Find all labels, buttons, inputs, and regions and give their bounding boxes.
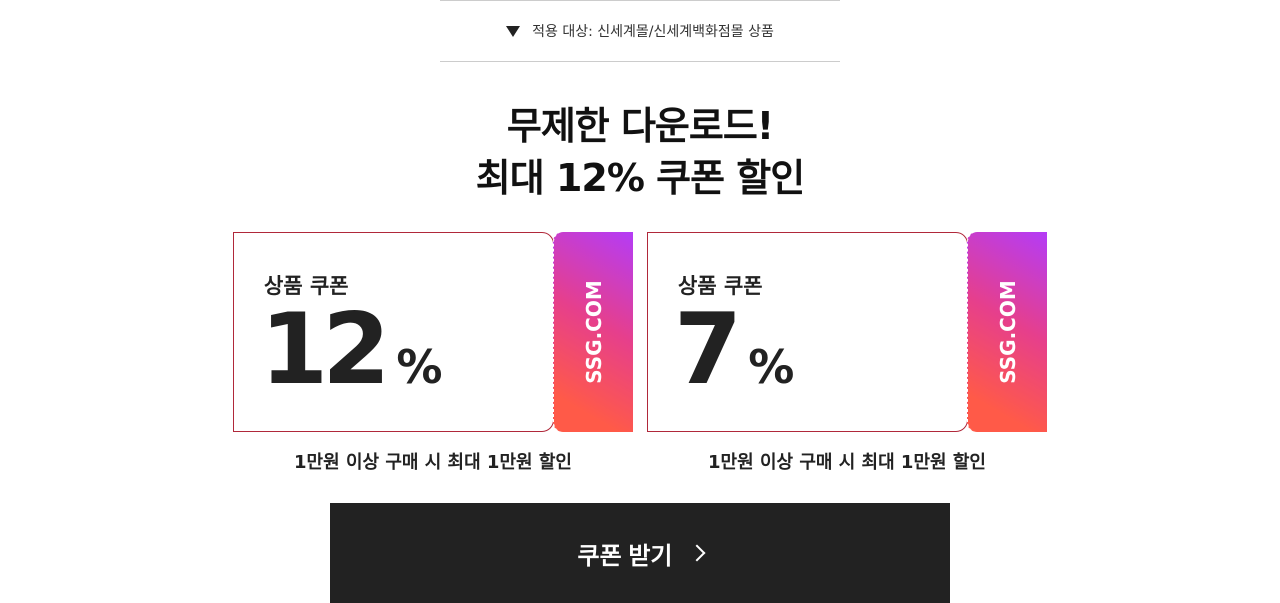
coupon-body: 상품 쿠폰 12% — [233, 232, 554, 432]
triangle-down-icon — [506, 25, 521, 37]
coupon-card[interactable]: 상품 쿠폰 7% SSG.COM — [647, 232, 1047, 432]
coupon-value-unit: % — [748, 340, 795, 394]
brand-logo: SSG.COM — [995, 280, 1020, 384]
coupon-condition: 1만원 이상 구매 시 최대 1만원 할인 — [708, 452, 986, 473]
brand-logo: SSG.COM — [581, 280, 606, 384]
coupon-value-unit: % — [396, 340, 443, 394]
coupon-stub: SSG.COM — [967, 232, 1047, 432]
chevron-right-icon — [688, 544, 705, 562]
coupon-value-number: 7 — [674, 293, 742, 407]
get-coupon-label: 쿠폰 받기 — [577, 542, 673, 570]
applicable-scope-toggle[interactable]: 적용 대상: 신세계몰/신세계백화점몰 상품 — [440, 0, 840, 62]
coupon-body: 상품 쿠폰 7% — [647, 232, 968, 432]
scope-label: 적용 대상: 신세계몰/신세계백화점몰 상품 — [532, 24, 774, 40]
page-headline: 무제한 다운로드! 최대 12% 쿠폰 할인 — [0, 100, 1280, 204]
coupon-condition: 1만원 이상 구매 시 최대 1만원 할인 — [294, 452, 572, 473]
get-coupon-button[interactable]: 쿠폰 받기 — [330, 503, 950, 603]
coupon-title: 상품 쿠폰 — [678, 274, 763, 298]
coupon-value: 7% — [674, 295, 794, 422]
coupon-card[interactable]: 상품 쿠폰 12% SSG.COM — [233, 232, 633, 432]
coupon-title: 상품 쿠폰 — [264, 274, 349, 298]
coupon-value: 12% — [260, 295, 442, 422]
headline-line2: 최대 12% 쿠폰 할인 — [475, 156, 805, 200]
coupon-stub: SSG.COM — [553, 232, 633, 432]
headline-line1: 무제한 다운로드! — [506, 104, 774, 148]
coupon-value-number: 12 — [260, 293, 390, 407]
